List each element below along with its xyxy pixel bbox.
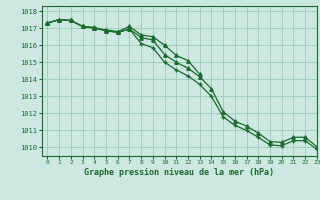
X-axis label: Graphe pression niveau de la mer (hPa): Graphe pression niveau de la mer (hPa) <box>84 168 274 177</box>
